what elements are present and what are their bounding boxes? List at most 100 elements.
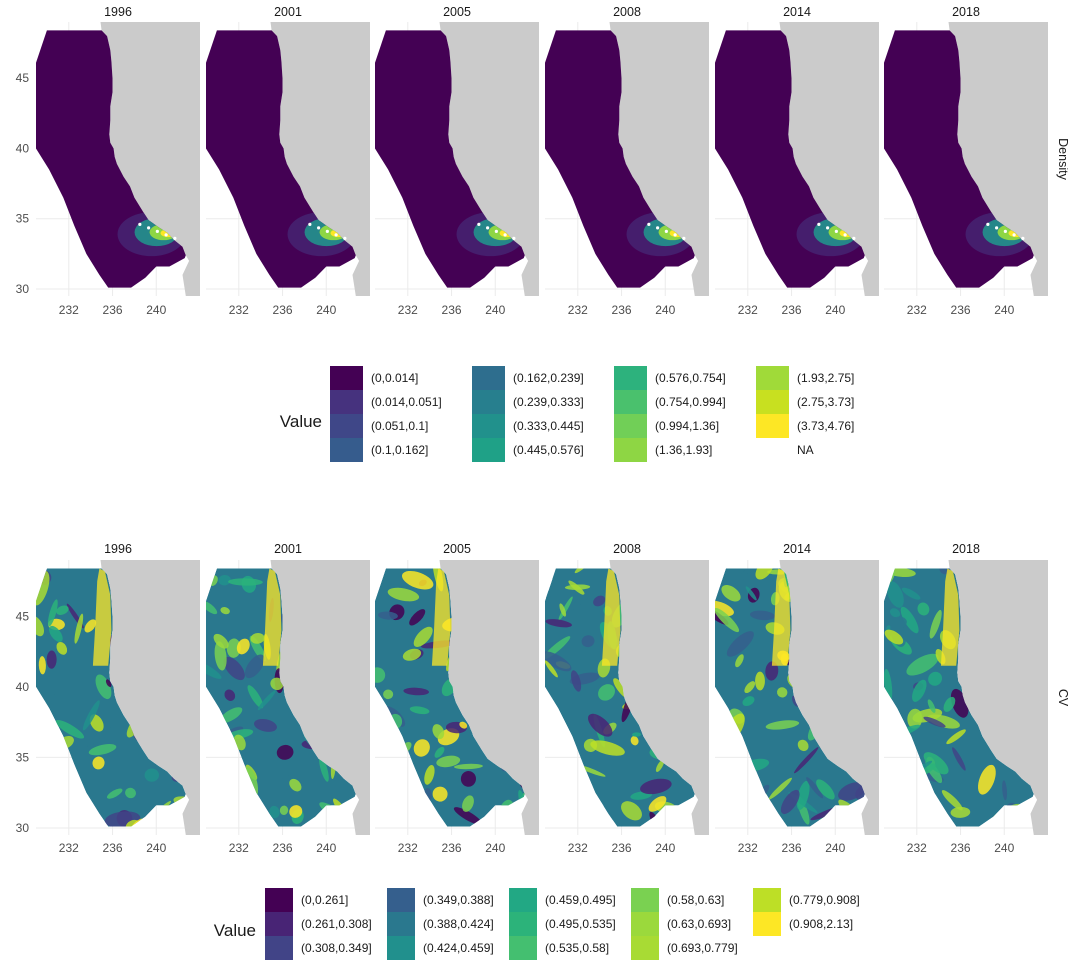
cv-swirl xyxy=(228,578,263,586)
legend-label: (0.308,0.349] xyxy=(301,941,372,955)
panel-cv-2018: 232 236 240 2018 xyxy=(884,542,1048,855)
na-cell xyxy=(317,226,321,230)
land-mass xyxy=(948,560,1048,835)
legend-label: (1.36,1.93] xyxy=(655,443,712,457)
cv-swirl xyxy=(765,661,779,681)
cv-swirl xyxy=(244,654,265,679)
land-mass xyxy=(270,560,370,835)
cv-nearshore-band xyxy=(431,568,451,666)
cv-swirl xyxy=(716,712,729,736)
na-cell xyxy=(477,222,481,226)
cv-swirl xyxy=(552,774,568,782)
cv-swirl xyxy=(409,609,426,626)
cv-swirl xyxy=(289,778,302,792)
cv-swirl xyxy=(718,767,751,782)
cv-swirl xyxy=(276,744,294,760)
land-mass xyxy=(609,22,709,296)
cv-swirl xyxy=(77,799,92,808)
cv-swirl xyxy=(545,651,572,672)
cv-swirl xyxy=(85,607,96,618)
cv-swirl xyxy=(236,638,250,655)
cv-swirl xyxy=(95,674,112,700)
na-cell xyxy=(164,233,168,237)
panel-cv-2008: 232 236 240 2008 xyxy=(545,542,709,855)
na-cell xyxy=(1003,229,1007,233)
na-cell xyxy=(986,222,990,226)
facet-strip-label: Density xyxy=(1056,138,1068,180)
cv-swirl xyxy=(220,607,230,615)
legend-key xyxy=(509,888,537,912)
y-tick-label: 35 xyxy=(16,750,30,764)
cv-swirl xyxy=(53,691,64,699)
cv-nearshore-band xyxy=(771,568,791,666)
cv-swirl xyxy=(378,611,398,620)
cv-swirl xyxy=(56,641,68,655)
cv-swirl xyxy=(886,581,904,608)
legend-label: (0.908,2.13] xyxy=(789,917,853,931)
na-cell xyxy=(494,229,498,233)
na-cell xyxy=(486,226,490,230)
legend-label: (0.994,1.36] xyxy=(655,419,719,433)
legend-label: (0.261,0.308] xyxy=(301,917,372,931)
cv-swirl xyxy=(726,631,754,657)
y-tick-label: 40 xyxy=(16,141,30,155)
na-cell xyxy=(147,226,151,230)
legend-key xyxy=(472,414,505,438)
cv-swirl xyxy=(432,724,445,740)
cv-swirl xyxy=(598,684,616,701)
cv-swirl xyxy=(621,801,642,821)
legend-key xyxy=(330,414,363,438)
panel-title: 2014 xyxy=(783,5,811,19)
legend-key xyxy=(756,366,789,390)
cv-swirl xyxy=(424,765,435,785)
cv-swirl xyxy=(1002,780,1008,801)
cv-swirl xyxy=(403,687,429,696)
cv-swirl xyxy=(394,770,418,785)
cv-swirl xyxy=(453,807,482,825)
cv-swirl xyxy=(574,568,587,574)
legend-key xyxy=(631,888,659,912)
legend-key xyxy=(330,366,363,390)
x-tick-label: 240 xyxy=(485,303,505,317)
panel-title: 2008 xyxy=(613,5,641,19)
y-tick-label: 30 xyxy=(16,821,30,835)
cv-swirl xyxy=(409,706,430,715)
y-tick-label: 40 xyxy=(16,680,30,694)
cv-swirl xyxy=(395,793,401,805)
cv-swirl xyxy=(816,779,835,800)
cv-swirl xyxy=(950,806,971,818)
cv-swirl xyxy=(715,607,740,633)
na-cell xyxy=(664,229,668,233)
legend-label: (0.388,0.424] xyxy=(423,917,494,931)
cv-swirl xyxy=(257,690,276,711)
cv-swirl xyxy=(36,791,58,812)
cv-swirl xyxy=(55,720,85,739)
cv-swirl xyxy=(226,638,241,658)
na-cell xyxy=(334,233,338,237)
cv-swirl xyxy=(917,602,930,616)
na-cell xyxy=(155,229,159,233)
cv-swirl xyxy=(765,720,800,730)
legend-label: (0.576,0.754] xyxy=(655,371,726,385)
x-tick-label: 240 xyxy=(825,841,845,855)
x-tick-label: 232 xyxy=(907,841,927,855)
x-tick-label: 240 xyxy=(655,841,675,855)
cv-swirl xyxy=(84,619,97,633)
na-cell xyxy=(834,229,838,233)
legend-key xyxy=(614,390,647,414)
legend-label: (0.58,0.63] xyxy=(667,893,724,907)
legend-label: (0.459,0.495] xyxy=(545,893,616,907)
cv-swirl xyxy=(776,687,788,698)
x-tick-label: 236 xyxy=(612,841,632,855)
na-cell xyxy=(647,222,651,226)
cv-swirl xyxy=(806,777,824,799)
y-tick-label: 35 xyxy=(16,212,30,226)
x-tick-label: 236 xyxy=(951,303,971,317)
cv-swirl xyxy=(946,729,966,745)
cv-swirl xyxy=(247,685,264,709)
cv-legend: Value (0,0.261] (0.261,0.308] (0.308,0.349]… xyxy=(214,888,860,960)
na-cell xyxy=(826,226,830,230)
legend-label: (0,0.261] xyxy=(301,893,348,907)
